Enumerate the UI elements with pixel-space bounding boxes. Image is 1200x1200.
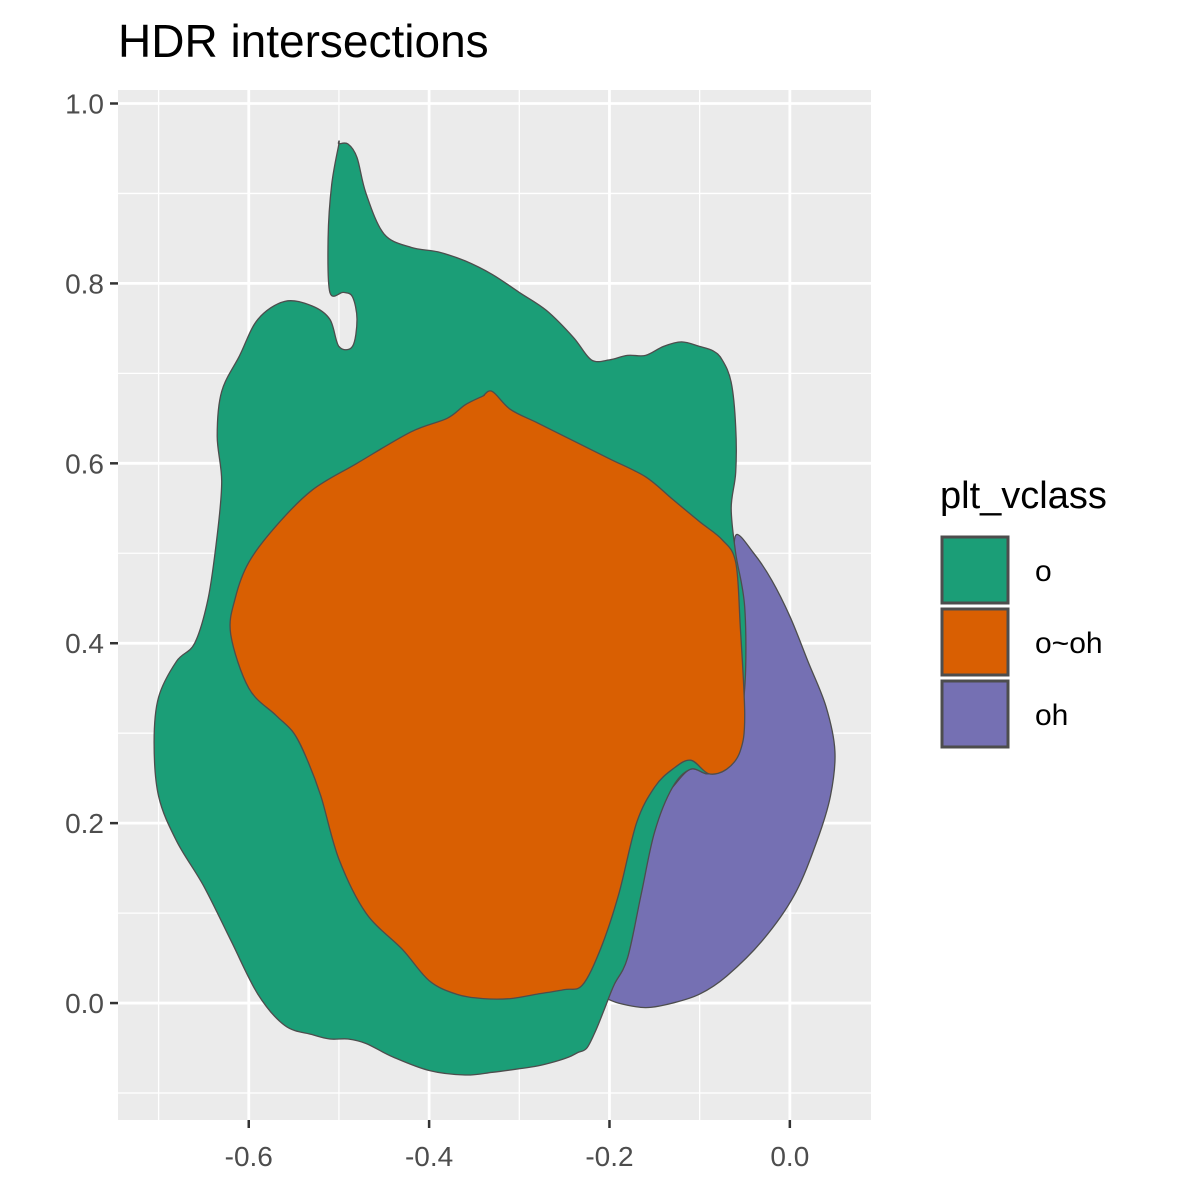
region-o-oh <box>229 390 746 1000</box>
y-tick-label: 0.6 <box>65 448 104 479</box>
axes: -0.6 -0.4 -0.2 0.0 0.0 0.2 0.4 0.6 0.8 1.0 <box>65 88 809 1172</box>
y-tick-label: 0.0 <box>65 988 104 1019</box>
x-tick-label: 0.0 <box>770 1141 809 1172</box>
y-tick-label: 0.8 <box>65 268 104 299</box>
legend-key <box>940 679 1010 749</box>
legend-label: o~oh <box>1035 627 1103 660</box>
legend-key <box>940 607 1010 677</box>
legend-key <box>940 535 1010 605</box>
y-tick-label: 0.4 <box>65 628 104 659</box>
x-tick-label: -0.6 <box>225 1141 273 1172</box>
hdr-regions <box>153 140 836 1076</box>
x-tick-label: -0.4 <box>405 1141 453 1172</box>
y-tick-label: 0.2 <box>65 808 104 839</box>
x-tick-label: -0.2 <box>585 1141 633 1172</box>
legend-label: o <box>1035 555 1052 588</box>
legend-label: oh <box>1035 699 1068 732</box>
chart-title: HDR intersections <box>118 15 489 67</box>
y-tick-label: 1.0 <box>65 88 104 119</box>
legend-title: plt_vclass <box>940 475 1107 517</box>
